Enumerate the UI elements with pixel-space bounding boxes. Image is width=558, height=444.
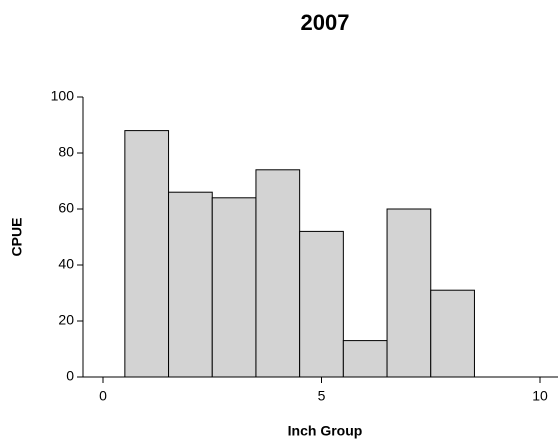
bar [430,289,475,378]
y-tick-label: 0 [66,368,74,384]
bar [342,340,388,378]
bar [211,197,257,378]
y-axis-label: CPUE [9,218,25,257]
y-tick-label: 80 [58,144,74,160]
bar [386,208,432,378]
bar [124,130,170,378]
y-tick-label: 100 [51,88,75,104]
x-tick-label: 0 [99,388,107,404]
chart-title: 2007 [301,10,350,35]
bar [168,191,213,378]
bar [299,230,344,378]
x-tick-label: 10 [532,388,548,404]
y-tick-label: 40 [58,256,74,272]
y-tick-label: 20 [58,312,74,328]
bar [255,169,301,378]
x-axis-label: Inch Group [288,423,363,439]
y-tick-label: 60 [58,200,74,216]
x-tick-label: 5 [318,388,326,404]
